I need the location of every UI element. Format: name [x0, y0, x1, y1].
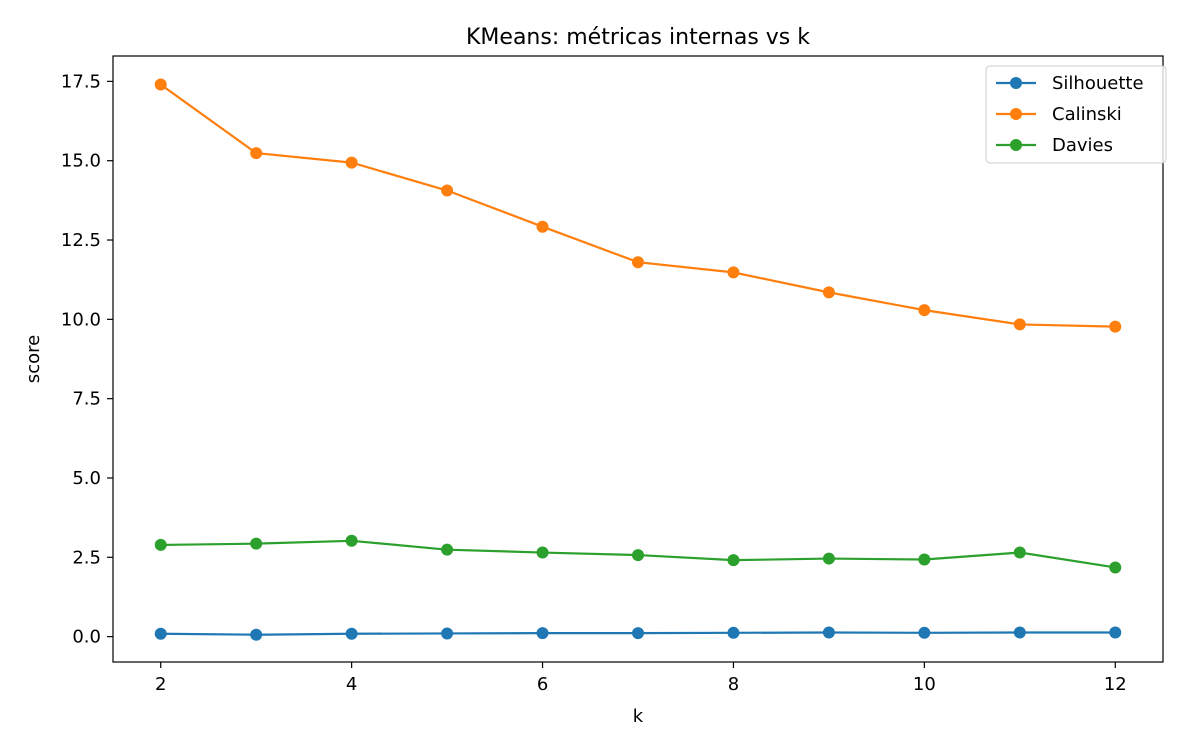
data-point-davies: [822, 552, 835, 565]
legend-marker-calinski: [1010, 108, 1022, 120]
y-tick-label: 15.0: [61, 151, 101, 172]
data-point-calinski: [250, 147, 263, 160]
x-tick-label: 8: [728, 674, 739, 695]
data-point-silhouette: [727, 626, 740, 639]
data-point-davies: [1013, 546, 1026, 559]
y-tick-label: 17.5: [61, 71, 101, 92]
y-axis-label: score: [23, 335, 44, 383]
x-tick-label: 4: [346, 674, 357, 695]
data-point-calinski: [441, 184, 454, 197]
data-point-davies: [154, 538, 167, 551]
data-point-calinski: [1013, 318, 1026, 331]
legend-label-silhouette: Silhouette: [1052, 73, 1144, 94]
y-axis-ticks: 0.0 2.5 5.0 7.5 10.0 12.5 15.0 17.5: [61, 71, 113, 648]
legend-label-calinski: Calinski: [1052, 104, 1122, 125]
legend-marker-davies: [1010, 139, 1022, 151]
data-point-calinski: [727, 266, 740, 279]
legend-label-davies: Davies: [1052, 135, 1113, 156]
data-point-silhouette: [154, 627, 167, 640]
x-tick-label: 10: [913, 674, 936, 695]
series-layer: [154, 78, 1122, 641]
data-point-calinski: [632, 256, 644, 269]
y-tick-label: 2.5: [72, 547, 101, 568]
y-tick-label: 12.5: [61, 230, 101, 251]
data-point-silhouette: [1109, 626, 1122, 639]
data-point-davies: [250, 537, 263, 550]
data-point-davies: [536, 546, 549, 559]
y-tick-label: 7.5: [72, 389, 101, 410]
data-point-silhouette: [536, 627, 549, 640]
legend-box: [985, 65, 1167, 164]
data-point-davies: [632, 549, 644, 562]
legend: Silhouette Calinski Davies: [985, 65, 1167, 164]
data-point-calinski: [918, 304, 931, 317]
y-tick-label: 0.0: [72, 627, 101, 648]
data-point-silhouette: [632, 627, 644, 640]
data-point-calinski: [154, 78, 167, 91]
x-tick-label: 2: [155, 674, 166, 695]
data-point-silhouette: [822, 626, 835, 639]
y-tick-label: 10.0: [61, 309, 101, 330]
data-point-silhouette: [918, 626, 931, 639]
data-point-silhouette: [250, 628, 263, 641]
data-point-davies: [918, 553, 931, 566]
data-point-calinski: [822, 286, 835, 299]
data-point-silhouette: [1013, 626, 1026, 639]
x-tick-label: 6: [537, 674, 548, 695]
data-point-silhouette: [345, 627, 358, 640]
data-point-davies: [727, 554, 740, 567]
data-point-calinski: [345, 156, 358, 169]
x-tick-label: 12: [1104, 674, 1127, 695]
data-point-calinski: [536, 220, 549, 233]
data-point-davies: [441, 543, 454, 556]
data-point-calinski: [1109, 320, 1122, 333]
data-point-davies: [345, 534, 358, 547]
legend-marker-silhouette: [1010, 77, 1022, 89]
chart-title: KMeans: métricas internas vs k: [466, 25, 810, 50]
y-tick-label: 5.0: [72, 468, 101, 489]
data-point-davies: [1109, 561, 1122, 574]
data-point-silhouette: [441, 627, 454, 640]
x-axis-label: k: [633, 706, 644, 727]
x-axis-ticks: 2 4 6 8 10 12: [155, 662, 1127, 695]
